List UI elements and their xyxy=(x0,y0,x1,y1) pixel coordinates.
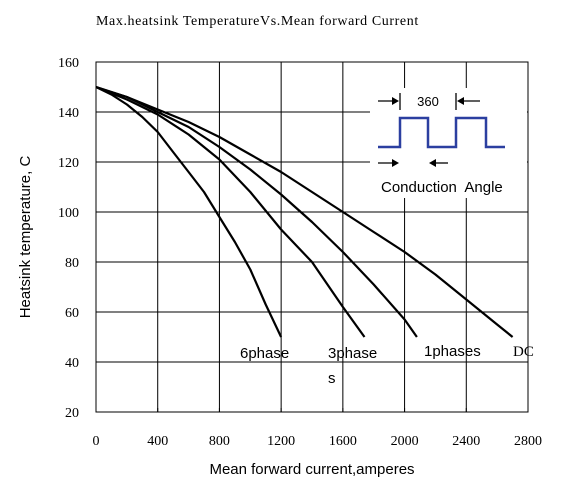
y-axis-label: Heatsink temperature, C xyxy=(17,156,34,319)
plot-frame xyxy=(95,61,529,413)
arrow-left-head xyxy=(392,97,399,105)
angle-label: Conduction Angle xyxy=(381,179,503,196)
y-tick-label: 140 xyxy=(58,106,79,121)
series-line xyxy=(95,85,418,338)
series-line xyxy=(95,85,366,338)
series-lines xyxy=(95,85,514,338)
y-tick-label: 80 xyxy=(65,256,79,271)
x-tick-label: 800 xyxy=(209,434,230,449)
angle-value: 360 xyxy=(417,94,439,109)
arrow-lower-left-head xyxy=(392,159,399,167)
conduction-angle-inset: 360 Conduction Angle xyxy=(370,88,527,198)
x-tick-label: 1200 xyxy=(267,434,295,449)
y-tick-label: 20 xyxy=(65,406,79,421)
series-label: 1phases xyxy=(424,343,481,360)
arrow-lower-right-head xyxy=(429,159,436,167)
y-tick-label: 40 xyxy=(65,356,79,371)
series-labels: 6phase 3phase s 1phases DC xyxy=(240,343,534,387)
x-tick-label: 400 xyxy=(147,434,168,449)
y-tick-label: 120 xyxy=(58,156,79,171)
x-tick-label: 0 xyxy=(93,434,100,449)
x-tick-label: 2800 xyxy=(514,434,542,449)
series-line xyxy=(95,85,514,338)
x-tick-label: 1600 xyxy=(329,434,357,449)
series-line xyxy=(95,86,283,338)
x-axis-ticks: 0 400 800 1200 1600 2000 2400 2800 xyxy=(93,408,542,449)
waveform xyxy=(378,116,505,149)
series-label: 6phase xyxy=(240,345,289,362)
x-tick-label: 2400 xyxy=(452,434,480,449)
y-tick-label: 100 xyxy=(58,206,79,221)
chart-title: Max.heatsink TemperatureVs.Mean forward … xyxy=(96,14,419,29)
arrow-right-head xyxy=(457,97,464,105)
y-tick-label: 160 xyxy=(58,56,79,71)
y-axis-ticks: 20 40 60 80 100 120 140 160 xyxy=(58,56,100,421)
series-label: DC xyxy=(513,344,534,360)
x-tick-label: 2000 xyxy=(391,434,419,449)
inset-background xyxy=(370,88,527,198)
y-tick-label: 60 xyxy=(65,306,79,321)
series-label: 3phase s xyxy=(328,345,377,387)
x-axis-label: Mean forward current,amperes xyxy=(209,461,414,478)
